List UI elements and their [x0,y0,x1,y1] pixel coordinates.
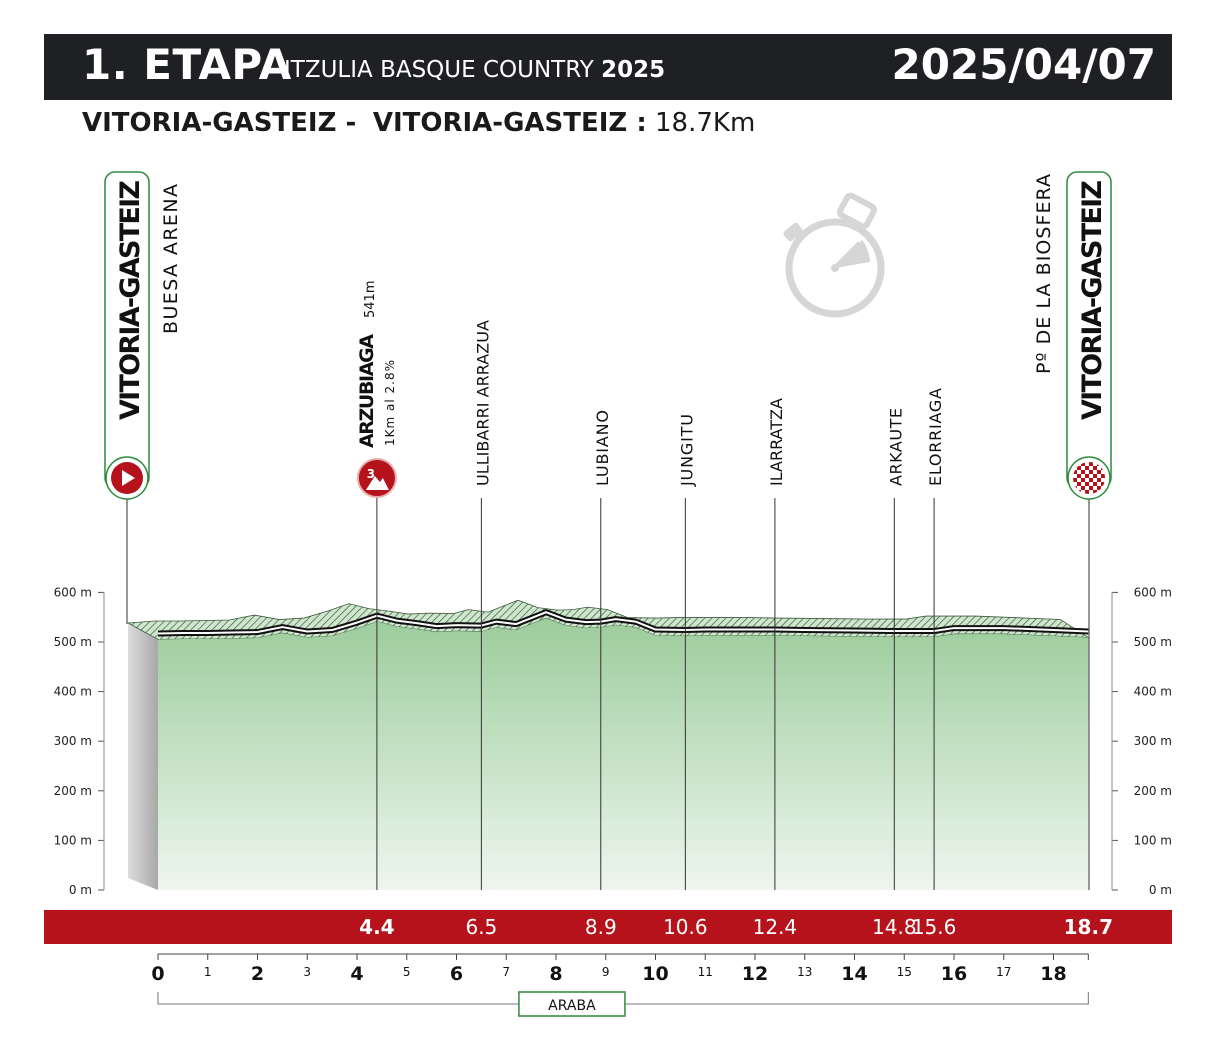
km-tick-label: 2 [251,963,264,985]
region-label: ARABA [548,998,596,1014]
km-tick-label: 3 [303,965,311,979]
y-tick-label-right: 400 m [1134,685,1172,699]
mountain-icon-bg [356,458,397,498]
waypoint-label: ELORRIAGA [926,388,945,486]
route-summary: VITORIA-GASTEIZ - VITORIA-GASTEIZ : 18.7… [82,108,755,138]
waypoint-label: ARKAUTE [886,408,905,486]
km-tick-label: 11 [698,965,713,979]
race-name: ITZULIA BASQUE COUNTRY 2025 [284,57,665,83]
y-tick-label-left: 100 m [54,833,92,847]
band-km-label: 10.6 [663,915,708,939]
y-tick-label-left: 200 m [54,784,92,798]
climb-detail: 1Km al 2.8% [383,360,397,446]
y-tick-label-right: 600 m [1134,585,1172,599]
y-tick-label-right: 0 m [1149,883,1172,897]
race-year: 2025 [601,57,666,83]
profile-side [128,623,158,890]
waypoint-label: JUNGITU [677,414,696,487]
route-distance: 18.7Km [655,108,756,138]
stage-number: 1. ETAPA [82,40,292,89]
stage-date: 2025/04/07 [891,40,1156,89]
elevation-line-inner [157,611,1089,635]
race-name-text: ITZULIA BASQUE COUNTRY [284,57,594,83]
start-sublabel: BUESA ARENA [160,184,182,334]
km-tick-label: 7 [502,965,510,979]
y-tick-label-right: 500 m [1134,635,1172,649]
band-km-label: 8.9 [585,915,617,939]
km-tick-label: 4 [350,963,363,985]
y-tick-label-left: 600 m [54,585,92,599]
km-band [44,910,1172,944]
band-km-label: 15.6 [912,915,957,939]
climb-altitude: 541m [363,281,378,318]
km-tick-label: 14 [841,963,867,985]
km-tick-label: 5 [403,965,411,979]
km-tick-label: 12 [742,963,768,985]
y-tick-label-right: 100 m [1134,833,1172,847]
km-tick-label: 15 [897,965,912,979]
y-tick-label-left: 0 m [69,883,92,897]
km-tick-label: 18 [1040,963,1066,985]
route-start: VITORIA-GASTEIZ - [82,108,357,138]
finish-town-label: VITORIA-GASTEIZ [1077,180,1108,420]
route-finish: VITORIA-GASTEIZ : [372,108,647,138]
finish-sublabel: Pº DE LA BIOSFERA [1033,174,1055,374]
km-tick-label: 9 [602,965,610,979]
y-tick-label-left: 400 m [54,685,92,699]
km-tick-label: 16 [941,963,967,985]
stopwatch-icon [783,192,885,318]
km-tick-label: 13 [797,965,812,979]
y-tick-label-left: 300 m [54,734,92,748]
km-tick-label: 0 [151,963,164,985]
km-tick-label: 8 [549,963,562,985]
y-tick-label-left: 500 m [54,635,92,649]
mountain-icon [365,476,389,490]
km-tick-label: 6 [450,963,463,985]
band-km-label: 18.7 [1064,915,1113,939]
band-km-label: 4.4 [359,915,394,939]
start-town-label: VITORIA-GASTEIZ [115,180,146,420]
band-km-label: 6.5 [465,915,497,939]
band-km-label: 14.8 [872,915,917,939]
y-tick-label-right: 300 m [1134,734,1172,748]
climb-category: 3 [367,467,375,481]
km-tick-label: 10 [642,963,668,985]
waypoint-label: ULLIBARRI ARRAZUA [473,320,492,486]
band-km-label: 12.4 [753,915,798,939]
y-tick-label-right: 200 m [1134,784,1172,798]
region-box [518,991,626,1017]
waypoint-label: LUBIANO [593,410,612,486]
waypoint-label: ILARRATZA [767,398,786,486]
km-tick-label: 1 [204,965,212,979]
km-tick-label: 17 [996,965,1011,979]
stage-header: 1. ETAPA ITZULIA BASQUE COUNTRY 2025 202… [44,34,1172,100]
elevation-area [158,618,1089,890]
checkered-flag-icon [1073,462,1105,494]
climb-name: ARZUBIAGA [356,334,378,448]
play-icon [122,470,135,486]
